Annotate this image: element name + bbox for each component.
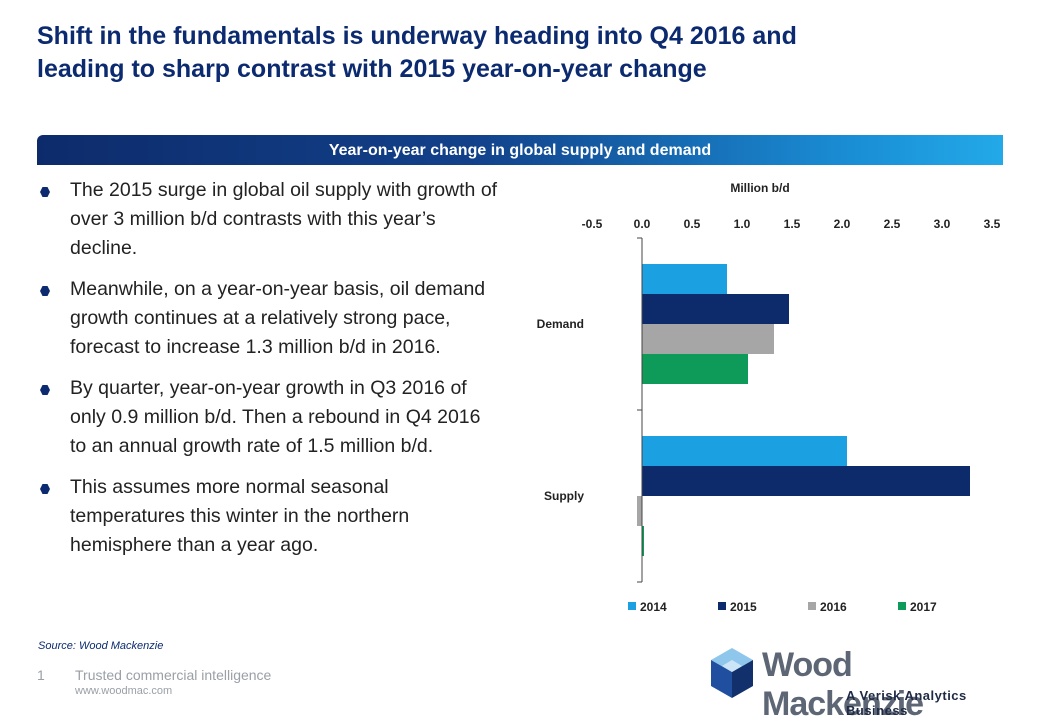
legend: 2014 2015 2016 2017 bbox=[628, 600, 937, 614]
bullet-list: The 2015 surge in global oil supply with… bbox=[38, 176, 498, 572]
bars bbox=[637, 264, 970, 556]
bar-supply-2016 bbox=[637, 496, 642, 526]
legend-label: 2014 bbox=[640, 600, 667, 614]
bullet-text: This assumes more normal seasonal temper… bbox=[70, 476, 410, 556]
tick-label: 1.0 bbox=[734, 217, 751, 231]
chart-banner: Year-on-year change in global supply and… bbox=[37, 135, 1003, 165]
tick-label: 3.0 bbox=[934, 217, 951, 231]
legend-swatch bbox=[628, 602, 636, 610]
footer-tagline: Trusted commercial intelligence bbox=[75, 667, 272, 683]
legend-swatch bbox=[898, 602, 906, 610]
company-logo: Wood Mackenzie A Verisk Analytics Busine… bbox=[708, 644, 1008, 723]
bullet-text: By quarter, year-on-year growth in Q3 20… bbox=[70, 377, 481, 457]
cube-logo-icon bbox=[711, 648, 753, 698]
page-title: Shift in the fundamentals is underway he… bbox=[37, 20, 997, 86]
tick-label: 3.5 bbox=[984, 217, 1001, 231]
category-label: Supply bbox=[544, 489, 584, 503]
tick-label: 2.0 bbox=[834, 217, 851, 231]
legend-swatch bbox=[718, 602, 726, 610]
source-note: Source: Wood Mackenzie bbox=[38, 640, 164, 652]
bar-supply-2017 bbox=[642, 526, 644, 556]
bar-demand-2016 bbox=[642, 324, 774, 354]
bullet-item: This assumes more normal seasonal temper… bbox=[38, 473, 498, 560]
tick-label: 1.5 bbox=[784, 217, 801, 231]
tick-labels: -0.5 0.0 0.5 1.0 1.5 2.0 2.5 3.0 3.5 bbox=[582, 217, 1001, 231]
hexagon-bullet-icon bbox=[40, 484, 50, 494]
legend-label: 2016 bbox=[820, 600, 847, 614]
axis-lines bbox=[637, 237, 643, 583]
category-labels: Demand Supply bbox=[537, 317, 585, 503]
bar-chart: Million b/d -0.5 0.0 0.5 1.0 1.5 2.0 2.5 3.0 3.5… bbox=[510, 170, 1020, 625]
bullet-item: The 2015 surge in global oil supply with… bbox=[38, 176, 498, 263]
logo-wordmark: Wood Mackenzie bbox=[762, 646, 924, 723]
legend-label: 2015 bbox=[730, 600, 757, 614]
bar-demand-2014 bbox=[642, 264, 727, 294]
title-line-1: Shift in the fundamentals is underway he… bbox=[37, 22, 797, 50]
bar-demand-2017 bbox=[642, 354, 748, 384]
page-number: 1 bbox=[37, 667, 45, 683]
bar-supply-2015 bbox=[642, 466, 970, 496]
tick-label: 0.5 bbox=[684, 217, 701, 231]
footer-url: www.woodmac.com bbox=[75, 685, 173, 697]
hexagon-bullet-icon bbox=[40, 385, 50, 395]
bar-supply-2014 bbox=[642, 436, 847, 466]
hexagon-bullet-icon bbox=[40, 286, 50, 296]
tick-label: -0.5 bbox=[582, 217, 603, 231]
bullet-item: Meanwhile, on a year-on-year basis, oil … bbox=[38, 275, 498, 362]
axis-title: Million b/d bbox=[730, 181, 789, 195]
legend-swatch bbox=[808, 602, 816, 610]
chart-svg: Million b/d -0.5 0.0 0.5 1.0 1.5 2.0 2.5 3.0 3.5… bbox=[537, 181, 1001, 614]
logo-subtitle: A Verisk Analytics Business bbox=[846, 688, 967, 718]
category-label: Demand bbox=[537, 317, 584, 331]
title-line-2: leading to sharp contrast with 2015 year… bbox=[37, 55, 707, 83]
hexagon-bullet-icon bbox=[40, 187, 50, 197]
bullet-item: By quarter, year-on-year growth in Q3 20… bbox=[38, 374, 498, 461]
tick-label: 0.0 bbox=[634, 217, 651, 231]
bar-demand-2015 bbox=[642, 294, 789, 324]
legend-label: 2017 bbox=[910, 600, 937, 614]
bullet-text: Meanwhile, on a year-on-year basis, oil … bbox=[70, 278, 486, 358]
tick-label: 2.5 bbox=[884, 217, 901, 231]
bullet-text: The 2015 surge in global oil supply with… bbox=[70, 179, 498, 259]
